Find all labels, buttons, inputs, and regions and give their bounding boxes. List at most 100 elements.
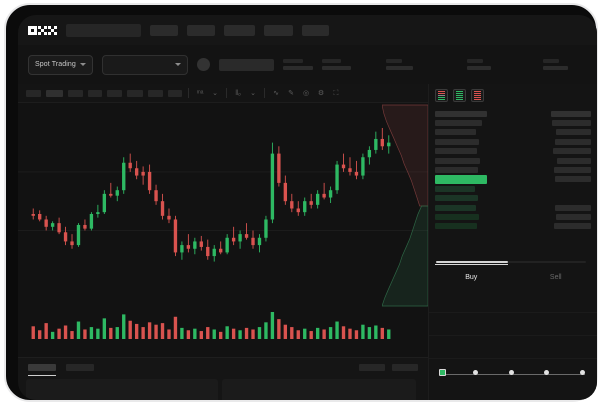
line-tool-icon[interactable]: ∿ xyxy=(273,89,279,97)
bottom-block-2[interactable] xyxy=(222,379,416,400)
orderbook-amount-cell xyxy=(556,129,591,136)
bottom-action-2[interactable] xyxy=(392,364,418,371)
orderbook-ask-row[interactable] xyxy=(435,137,591,146)
orderbook-ask-row[interactable] xyxy=(435,156,591,165)
indicator-dropdown-icon[interactable]: ᵐᵃ xyxy=(196,89,204,97)
timeframe-5[interactable] xyxy=(107,89,122,97)
tab-buy[interactable]: Buy xyxy=(429,264,514,288)
timeframe-7[interactable] xyxy=(148,89,163,97)
orderbook-amount-cell xyxy=(555,176,591,183)
orderbook-rows[interactable] xyxy=(429,107,597,231)
orderbook-spread-row[interactable] xyxy=(435,174,591,184)
orders-panel xyxy=(18,357,428,400)
slider-step-25[interactable] xyxy=(473,370,478,375)
tab-buy-label: Buy xyxy=(465,273,478,281)
orderbook-layout-both-icon[interactable] xyxy=(435,89,448,102)
stat-label xyxy=(282,59,303,63)
timeframe-3[interactable] xyxy=(68,89,83,97)
chevron-down-icon[interactable]: ⌄ xyxy=(212,89,218,97)
settings-icon[interactable]: ⚙ xyxy=(317,89,325,97)
orderbook-sidebar: Buy Sell xyxy=(428,84,597,400)
orderbook-amount-cell xyxy=(555,204,591,211)
orderbook-price-cell xyxy=(435,110,487,117)
stat-24h-low xyxy=(386,59,413,70)
bottom-tab-open-orders[interactable] xyxy=(28,364,56,376)
last-price-value xyxy=(218,58,274,71)
orderbook-bid-row[interactable] xyxy=(435,184,591,193)
orderbook-amount-cell xyxy=(554,167,591,174)
orderbook-scrollbar[interactable] xyxy=(436,261,586,263)
orderbook-price-cell xyxy=(435,138,479,145)
volume-chart xyxy=(31,312,391,339)
device-bezel: Spot Trading xyxy=(4,3,598,402)
chart-toolbar: ᵐᵃ ⌄ ǁₒ ⌄ ∿ ✎ ◎ ⚙ ⛶ xyxy=(18,84,428,103)
stat-label xyxy=(543,59,559,63)
slider-step-100[interactable] xyxy=(580,370,585,375)
timeframe-6[interactable] xyxy=(127,89,143,97)
stat-24h-high xyxy=(321,59,351,70)
nav-item-5[interactable] xyxy=(302,24,329,36)
slider-step-50[interactable] xyxy=(509,370,514,375)
orderbook-price-cell xyxy=(435,157,480,164)
pencil-icon[interactable]: ✎ xyxy=(288,89,294,97)
orderbook-amount-cell xyxy=(553,148,591,155)
order-price-field[interactable] xyxy=(429,290,597,313)
okx-logo-icon[interactable] xyxy=(28,25,57,35)
slider-step-75[interactable] xyxy=(544,370,549,375)
market-type-dropdown[interactable]: Spot Trading xyxy=(28,54,93,75)
timeframe-2-active[interactable] xyxy=(46,89,63,97)
orderbook-price-cell xyxy=(435,129,476,136)
orderbook-amount-cell xyxy=(555,138,591,145)
coin-avatar xyxy=(196,58,210,71)
orderbook-ask-row[interactable] xyxy=(435,147,591,156)
nav-item-3[interactable] xyxy=(224,24,255,36)
fullscreen-icon[interactable]: ⛶ xyxy=(333,89,339,97)
orderbook-bid-row[interactable] xyxy=(435,194,591,203)
nav-item-4[interactable] xyxy=(264,24,293,36)
order-amount-field[interactable] xyxy=(429,313,597,336)
timeframe-4[interactable] xyxy=(88,89,102,97)
orderbook-price-cell xyxy=(435,174,487,184)
stat-value xyxy=(282,66,313,70)
orderbook-bid-row[interactable] xyxy=(435,212,591,221)
trading-pair-dropdown[interactable] xyxy=(101,54,188,75)
tab-sell[interactable]: Sell xyxy=(514,266,598,288)
app-screen: Spot Trading xyxy=(18,15,597,400)
chevron-down-icon[interactable]: ⌄ xyxy=(250,89,256,97)
slider-handle[interactable] xyxy=(439,369,446,376)
slider-track xyxy=(442,374,585,375)
price-chart-panel[interactable] xyxy=(18,103,428,357)
search-input[interactable] xyxy=(66,23,141,37)
orderbook-bid-row[interactable] xyxy=(435,203,591,212)
orderbook-column-header[interactable] xyxy=(435,109,591,118)
orderbook-ask-row[interactable] xyxy=(435,118,591,127)
orderbook-layout-bids-icon[interactable] xyxy=(453,89,466,102)
bottom-tab-order-history[interactable] xyxy=(66,364,94,371)
orderbook-ask-row[interactable] xyxy=(435,165,591,174)
nav-item-1[interactable] xyxy=(150,24,178,36)
timeframe-8[interactable] xyxy=(168,89,182,97)
magnet-icon[interactable]: ◎ xyxy=(302,89,310,97)
orderbook-amount-cell xyxy=(551,110,591,117)
orderbook-bid-row[interactable] xyxy=(435,222,591,231)
orders-panel-tabs xyxy=(18,358,428,376)
orderbook-ask-row[interactable] xyxy=(435,128,591,137)
order-total-field[interactable] xyxy=(429,336,597,359)
bottom-block-1[interactable] xyxy=(26,379,218,400)
top-nav xyxy=(18,15,597,45)
timeframe-1[interactable] xyxy=(26,89,41,97)
order-form xyxy=(429,290,597,385)
logo-glyph-k xyxy=(38,25,47,35)
orderbook-layout-toggles xyxy=(429,84,597,107)
stat-price-change xyxy=(282,59,313,70)
bottom-action-1[interactable] xyxy=(359,364,385,371)
nav-item-2[interactable] xyxy=(187,24,215,36)
toolbar-divider xyxy=(188,88,189,98)
amount-slider[interactable] xyxy=(439,365,588,385)
orderbook-layout-asks-icon[interactable] xyxy=(471,89,484,102)
trade-side-tabs: Buy Sell xyxy=(429,264,598,288)
candlestick-chart[interactable] xyxy=(18,103,428,308)
orderbook-amount-cell xyxy=(554,223,591,230)
stat-value xyxy=(386,66,413,70)
chart-type-icon[interactable]: ǁₒ xyxy=(235,89,241,97)
